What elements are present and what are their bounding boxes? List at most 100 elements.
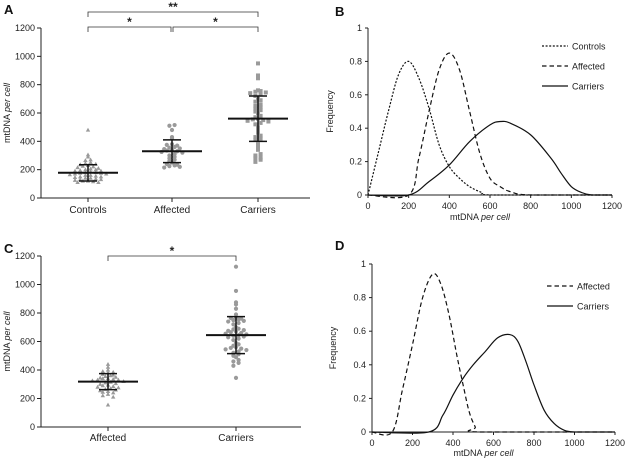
x-tick-label: 1000	[564, 438, 584, 448]
data-point-square	[253, 109, 258, 114]
data-point-triangle	[111, 384, 116, 388]
y-tick-label: 0.8	[349, 56, 362, 66]
data-point-triangle	[85, 154, 91, 159]
x-tick-label: 0	[365, 201, 370, 211]
data-point-circle	[233, 312, 239, 317]
data-point-triangle	[78, 174, 83, 179]
y-tick-label: 800	[20, 308, 35, 318]
data-point-triangle	[105, 402, 111, 407]
data-point-triangle	[111, 376, 116, 381]
data-point-triangle	[100, 369, 105, 374]
data-point-square	[253, 103, 258, 108]
panel-label: B	[335, 4, 344, 19]
data-point-triangle	[85, 127, 91, 132]
curve-carriers	[367, 120, 612, 197]
data-point-circle	[162, 147, 167, 152]
series-affected	[78, 362, 138, 407]
panel-c-scatter: C 0 200 400 600 800 1000 1200 Affected Carriers mt…	[2, 241, 301, 444]
data-point-triangle	[98, 168, 104, 173]
data-point-triangle	[111, 394, 116, 399]
y-axis-label: Frequency	[325, 90, 335, 133]
curve-affected	[371, 273, 615, 436]
data-point-circle	[169, 134, 175, 140]
data-point-triangle	[95, 384, 100, 389]
panel-b-line: B 0 0.2 0.4 0.6 0.8 1 0 200 400 600 800 1000 1200 mtDN…	[325, 4, 622, 222]
data-point-triangle	[88, 166, 93, 171]
data-point-triangle	[113, 374, 118, 379]
y-tick-label: 600	[20, 337, 35, 347]
x-category-label: Controls	[69, 205, 106, 216]
panel-a-scatter: A 0 200 400 600 800 1000 1200 Controls Affected Ca…	[2, 0, 310, 216]
data-point-square	[258, 98, 263, 103]
x-tick-label: 200	[405, 438, 420, 448]
data-point-triangle	[96, 180, 101, 185]
y-axis-label: Frequency	[328, 326, 338, 369]
data-point-square	[253, 115, 258, 120]
data-point-triangle	[105, 364, 111, 369]
data-point-circle	[236, 357, 241, 363]
axis-label-italic: per cell	[2, 82, 12, 113]
x-tick-label: 1000	[561, 201, 581, 211]
y-tick-label: 1	[361, 259, 366, 269]
x-axis-label: mtDNA per cell	[453, 448, 514, 458]
x-tick-label: 600	[486, 438, 501, 448]
data-point-square	[253, 122, 258, 127]
data-point-circle	[172, 122, 177, 128]
y-tick-label: 0.2	[349, 157, 362, 167]
data-point-square	[256, 88, 260, 93]
legend-label: Controls	[572, 42, 606, 52]
data-point-square	[253, 137, 258, 142]
data-point-square	[258, 152, 263, 157]
data-point-circle	[231, 322, 236, 327]
data-point-triangle	[105, 362, 111, 366]
y-tick-label: 0	[30, 193, 35, 203]
legend-label: Affected	[577, 282, 610, 292]
axis-label-italic: per cell	[480, 212, 511, 222]
x-tick-label: 1200	[602, 201, 622, 211]
data-point-triangle	[72, 177, 78, 182]
curve-carriers	[371, 333, 615, 434]
data-point-circle	[236, 336, 241, 341]
data-point-triangle	[75, 165, 80, 170]
axis-label-text: mtDNA	[453, 448, 484, 458]
data-point-circle	[239, 316, 244, 321]
data-point-circle	[239, 330, 244, 336]
data-point-triangle	[103, 374, 108, 379]
data-point-triangle	[96, 165, 101, 170]
data-point-triangle	[95, 377, 100, 382]
data-point-square	[258, 136, 263, 141]
data-point-square	[266, 119, 271, 124]
legend-label: Affected	[572, 62, 605, 72]
data-point-triangle	[83, 160, 88, 165]
axis-label-italic: per cell	[484, 448, 515, 458]
x-category-label: Affected	[154, 205, 191, 216]
data-point-circle	[226, 319, 231, 324]
x-category-label: Carriers	[240, 205, 276, 216]
y-tick-label: 0.4	[349, 123, 362, 133]
data-point-triangle	[75, 180, 80, 185]
data-point-square	[258, 89, 263, 94]
data-point-triangle	[98, 375, 103, 380]
data-point-triangle	[83, 173, 88, 177]
data-point-square	[263, 90, 268, 95]
x-tick-label: 800	[526, 438, 541, 448]
panel-label: D	[335, 238, 344, 253]
legend-label: Carriers	[572, 82, 605, 92]
legend-label: Carriers	[577, 302, 610, 312]
series-carriers	[228, 61, 288, 164]
y-tick-label: 200	[20, 165, 35, 175]
x-tick-label: 0	[369, 438, 374, 448]
data-point-circle	[231, 359, 236, 364]
x-tick-label: 400	[445, 438, 460, 448]
data-point-square	[258, 102, 263, 107]
data-point-circle	[162, 165, 167, 170]
data-point-square	[253, 153, 258, 158]
data-point-circle	[231, 343, 236, 348]
data-point-triangle	[111, 369, 116, 374]
data-point-square	[258, 155, 263, 160]
data-point-circle	[244, 347, 249, 353]
data-point-circle	[236, 349, 241, 354]
data-point-circle	[233, 288, 239, 294]
data-point-square	[261, 118, 266, 123]
data-point-square	[258, 120, 263, 125]
